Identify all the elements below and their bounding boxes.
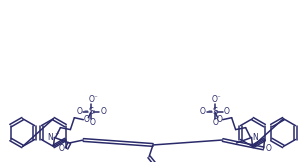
Text: =: = — [84, 110, 88, 115]
Text: O: O — [200, 107, 206, 116]
Text: +: + — [54, 131, 59, 136]
Text: O: O — [59, 144, 65, 153]
Text: O: O — [266, 144, 271, 153]
Text: N: N — [48, 133, 53, 142]
Text: ⁻: ⁻ — [93, 95, 97, 101]
Text: S: S — [212, 107, 217, 116]
Text: O: O — [88, 95, 94, 104]
Text: S: S — [89, 107, 94, 116]
Text: O: O — [76, 107, 82, 116]
Text: =: = — [216, 108, 221, 113]
Text: O: O — [212, 95, 218, 104]
Text: =: = — [92, 108, 97, 113]
Text: ⁻: ⁻ — [217, 95, 221, 101]
Text: O: O — [213, 118, 219, 127]
Text: O: O — [89, 118, 95, 127]
Text: O: O — [217, 115, 223, 124]
Text: O: O — [83, 115, 89, 124]
Text: =: = — [207, 110, 212, 115]
Text: O: O — [224, 107, 230, 116]
Text: N: N — [253, 133, 258, 142]
Text: O: O — [100, 107, 106, 116]
